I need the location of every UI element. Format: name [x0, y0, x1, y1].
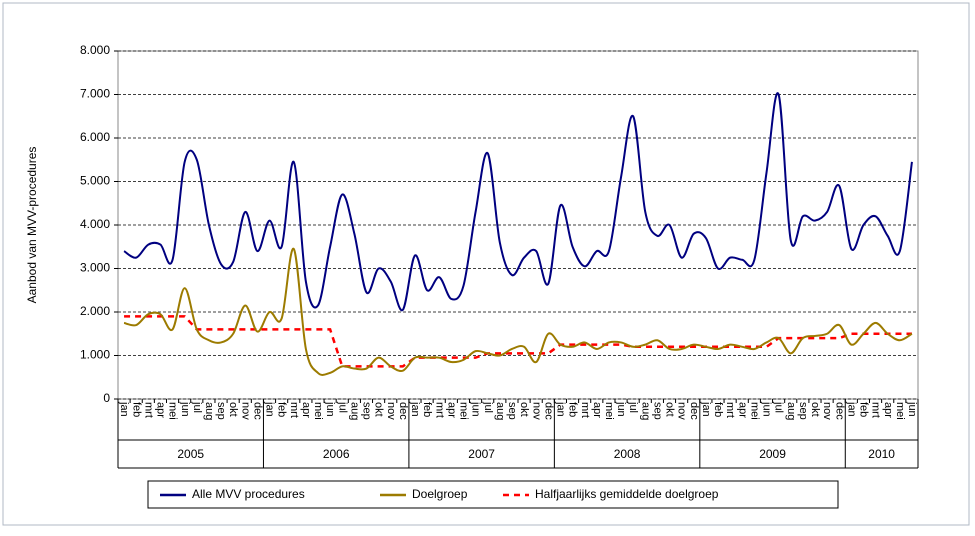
group-label: 2006 [323, 447, 350, 461]
x-tick-label: sep [651, 402, 663, 420]
series-line [123, 92, 913, 312]
y-tick-label: 7.000 [80, 87, 110, 101]
x-tick-label: sep [797, 402, 809, 420]
x-tick-label: aug [348, 402, 360, 420]
x-tick-label: mrt [579, 402, 591, 418]
group-label: 2008 [614, 447, 641, 461]
x-tick-label: feb [712, 402, 724, 417]
x-tick-label: nov [821, 402, 833, 420]
y-tick-label: 2.000 [80, 304, 110, 318]
x-tick-label: jul [336, 401, 348, 413]
x-tick-label: jan [118, 401, 130, 417]
x-tick-label: jul [191, 401, 203, 413]
x-tick-label: apr [591, 402, 603, 418]
x-tick-label: mrt [142, 402, 154, 418]
y-tick-label: 3.000 [80, 261, 110, 275]
group-label: 2010 [868, 447, 895, 461]
y-tick-label: 5.000 [80, 174, 110, 188]
x-tick-label: okt [809, 402, 821, 417]
x-tick-label: mrt [724, 402, 736, 418]
x-tick-label: mei [458, 402, 470, 420]
y-tick-label: 8.000 [80, 43, 110, 57]
x-tick-label: apr [300, 402, 312, 418]
x-tick-label: apr [445, 402, 457, 418]
x-tick-label: okt [227, 402, 239, 417]
x-tick-label: jan [845, 401, 857, 417]
x-tick-label: mrt [288, 402, 300, 418]
y-axis-label: Aanbod van MVV-procedures [25, 147, 39, 304]
x-tick-label: aug [203, 402, 215, 420]
y-tick-label: 0 [103, 391, 110, 405]
x-tick-label: jun [761, 401, 773, 417]
x-tick-label: okt [518, 402, 530, 417]
x-tick-label: jun [470, 401, 482, 417]
x-tick-label: sep [215, 402, 227, 420]
x-tick-label: feb [130, 402, 142, 417]
x-tick-label: jun [324, 401, 336, 417]
group-label: 2005 [177, 447, 204, 461]
x-tick-label: dec [688, 402, 700, 420]
x-tick-label: aug [494, 402, 506, 420]
x-tick-label: sep [361, 402, 373, 420]
x-tick-label: dec [251, 402, 263, 420]
y-tick-label: 4.000 [80, 217, 110, 231]
x-tick-label: jan [409, 401, 421, 417]
x-tick-label: jun [615, 401, 627, 417]
x-tick-label: aug [639, 402, 651, 420]
x-tick-label: nov [385, 402, 397, 420]
x-tick-label: okt [373, 402, 385, 417]
x-tick-label: dec [397, 402, 409, 420]
x-tick-label: jul [482, 401, 494, 413]
x-tick-label: mei [167, 402, 179, 420]
legend-label: Halfjaarlijks gemiddelde doelgroep [535, 487, 719, 501]
legend-label: Doelgroep [412, 487, 468, 501]
x-tick-label: jan [700, 401, 712, 417]
x-tick-label: aug [785, 402, 797, 420]
x-tick-label: sep [506, 402, 518, 420]
x-tick-label: jan [264, 401, 276, 417]
x-tick-label: apr [882, 402, 894, 418]
x-tick-label: mrt [433, 402, 445, 418]
y-tick-label: 6.000 [80, 130, 110, 144]
group-label: 2009 [759, 447, 786, 461]
x-tick-label: feb [276, 402, 288, 417]
x-tick-label: mei [312, 402, 324, 420]
x-tick-label: jun [179, 401, 191, 417]
x-tick-label: mei [603, 402, 615, 420]
x-tick-label: feb [858, 402, 870, 417]
x-tick-label: mei [894, 402, 906, 420]
group-label: 2007 [468, 447, 495, 461]
x-tick-label: jun [906, 401, 918, 417]
x-tick-label: nov [676, 402, 688, 420]
x-tick-label: dec [542, 402, 554, 420]
y-tick-label: 1.000 [80, 348, 110, 362]
x-tick-label: jan [555, 401, 567, 417]
x-tick-label: dec [833, 402, 845, 420]
series-line [123, 247, 913, 376]
x-tick-label: feb [421, 402, 433, 417]
x-tick-label: mei [748, 402, 760, 420]
x-tick-label: nov [530, 402, 542, 420]
x-tick-label: jul [773, 401, 785, 413]
legend-label: Alle MVV procedures [192, 487, 305, 501]
legend-box [147, 480, 839, 509]
x-tick-label: mrt [870, 402, 882, 418]
x-tick-label: okt [664, 402, 676, 417]
x-tick-label: feb [567, 402, 579, 417]
x-tick-label: apr [155, 402, 167, 418]
x-tick-label: apr [736, 402, 748, 418]
x-tick-label: nov [239, 402, 251, 420]
x-tick-label: jul [627, 401, 639, 413]
